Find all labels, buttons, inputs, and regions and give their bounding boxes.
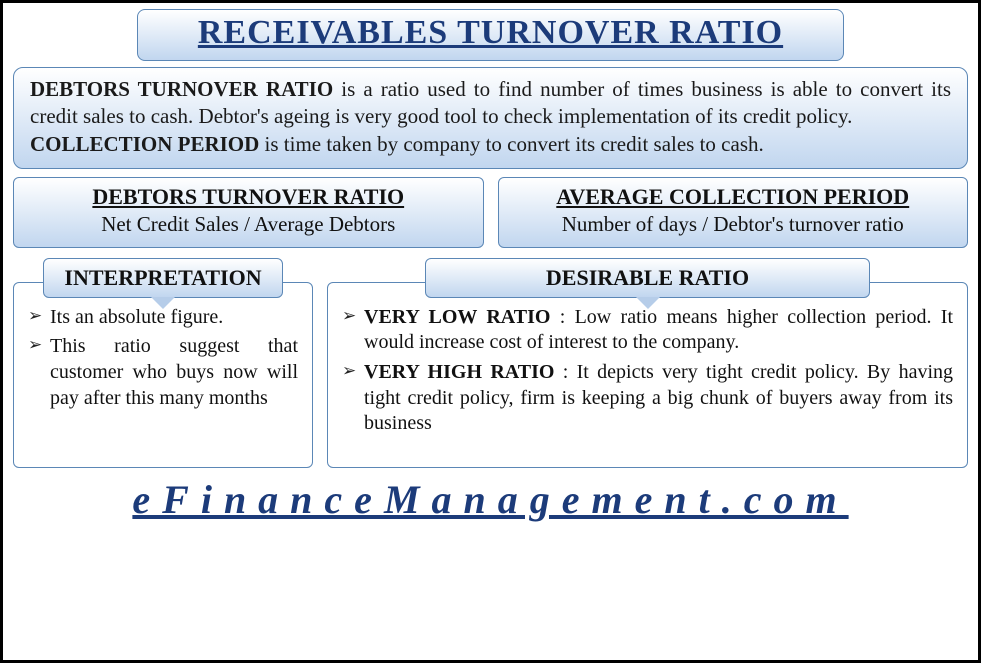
formula-debtors-turnover: DEBTORS TURNOVER RATIO Net Credit Sales …: [13, 177, 484, 248]
definition-2-term: COLLECTION PERIOD: [30, 132, 259, 156]
formulas-row: DEBTORS TURNOVER RATIO Net Credit Sales …: [13, 177, 968, 248]
definition-2-text: is time taken by company to convert its …: [259, 132, 763, 156]
footer: eFinanceManagement.com: [13, 474, 968, 523]
definition-1-term: DEBTORS TURNOVER RATIO: [30, 77, 333, 101]
card-head-wrap: INTERPRETATION: [13, 258, 313, 298]
bullet-text: Its an absolute figure.: [50, 306, 223, 328]
bottom-row: INTERPRETATION Its an absolute figure. T…: [13, 258, 968, 468]
interpretation-list: Its an absolute figure. This ratio sugge…: [28, 305, 298, 411]
list-item: VERY LOW RATIO : Low ratio means higher …: [342, 305, 953, 356]
bullet-text: This ratio suggest that customer who buy…: [50, 335, 298, 408]
formula-body: Net Credit Sales / Average Debtors: [22, 212, 475, 237]
formula-title: AVERAGE COLLECTION PERIOD: [507, 184, 960, 210]
formula-collection-period: AVERAGE COLLECTION PERIOD Number of days…: [498, 177, 969, 248]
definition-box: DEBTORS TURNOVER RATIO is a ratio used t…: [13, 67, 968, 169]
formula-body: Number of days / Debtor's turnover ratio: [507, 212, 960, 237]
formula-title: DEBTORS TURNOVER RATIO: [22, 184, 475, 210]
page-container: RECEIVABLES TURNOVER RATIO DEBTORS TURNO…: [0, 0, 981, 663]
desirable-card: DESIRABLE RATIO VERY LOW RATIO : Low rat…: [327, 258, 968, 468]
heading-text: DESIRABLE RATIO: [546, 265, 749, 290]
interpretation-card: INTERPRETATION Its an absolute figure. T…: [13, 258, 313, 468]
heading-text: INTERPRETATION: [64, 265, 261, 290]
card-head-wrap: DESIRABLE RATIO: [327, 258, 968, 298]
page-title: RECEIVABLES TURNOVER RATIO: [198, 14, 783, 52]
interpretation-heading: INTERPRETATION: [43, 258, 282, 298]
desirable-list: VERY LOW RATIO : Low ratio means higher …: [342, 305, 953, 437]
footer-site: eFinanceManagement.com: [132, 477, 848, 522]
title-row: RECEIVABLES TURNOVER RATIO: [13, 9, 968, 61]
chevron-down-icon: [151, 297, 175, 309]
chevron-down-icon: [636, 297, 660, 309]
desirable-body: VERY LOW RATIO : Low ratio means higher …: [327, 282, 968, 468]
desirable-heading: DESIRABLE RATIO: [425, 258, 870, 298]
bullet-bold: VERY HIGH RATIO: [364, 361, 554, 383]
interpretation-body: Its an absolute figure. This ratio sugge…: [13, 282, 313, 468]
list-item: VERY HIGH RATIO : It depicts very tight …: [342, 360, 953, 437]
bullet-bold: VERY LOW RATIO: [364, 306, 550, 328]
list-item: This ratio suggest that customer who buy…: [28, 334, 298, 411]
title-box: RECEIVABLES TURNOVER RATIO: [137, 9, 844, 61]
